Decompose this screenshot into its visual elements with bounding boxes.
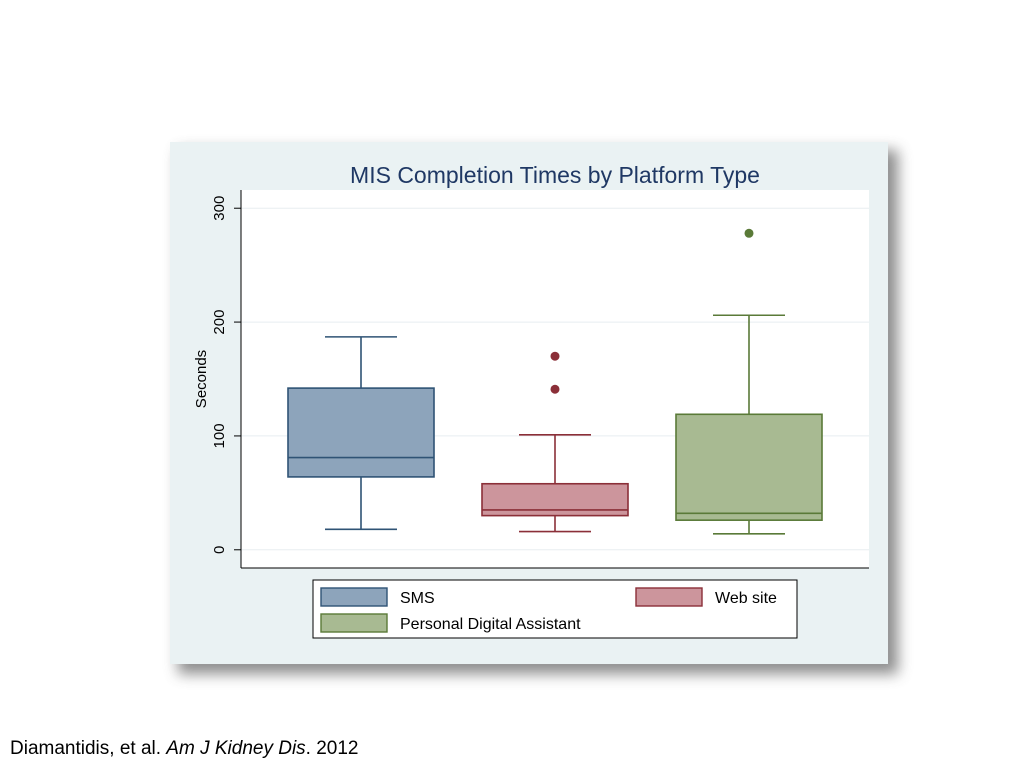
legend-box [312,579,798,639]
box-series [287,228,823,535]
iqr-box [481,482,629,517]
legend-swatch-sms [320,587,388,607]
legend-label-pda: Personal Digital Assistant [400,616,581,633]
y-axis-label: Seconds [193,350,210,408]
caption-authors: Diamantidis, et al. [10,738,167,759]
iqr-box [675,413,823,521]
outlier-point [550,351,560,361]
citation-caption: Diamantidis, et al. Am J Kidney Dis. 201… [10,738,359,760]
y-tick-label: 100 [211,423,228,448]
box-0 [287,336,435,531]
box-plot-chart: MIS Completion Times by Platform Type 0 1… [193,162,869,639]
y-tick-label: 200 [211,310,228,335]
legend-swatch-web-site [635,587,703,607]
chart-figure: MIS Completion Times by Platform Type 0 1… [170,142,888,664]
legend-label-web-site: Web site [715,590,777,607]
iqr-box [287,387,435,478]
box-2 [675,228,823,535]
outlier-point [744,228,754,238]
y-axis-ticks: 0 100 200 300 [211,196,241,554]
y-tick-label: 0 [211,546,228,554]
legend-swatch-pda [320,613,388,633]
y-tick-label: 300 [211,196,228,221]
chart-title: MIS Completion Times by Platform Type [350,162,760,188]
caption-journal: Am J Kidney Dis [166,738,306,759]
caption-year: . 2012 [305,738,359,759]
legend-label-sms: SMS [400,590,435,607]
outlier-point [550,384,560,394]
box-1 [481,351,629,533]
